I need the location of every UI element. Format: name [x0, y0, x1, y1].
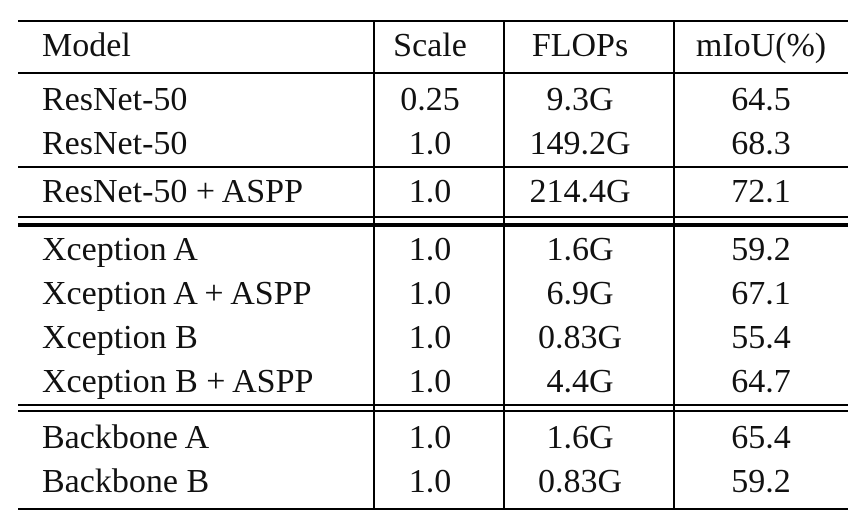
group-rule [18, 216, 848, 218]
top-rule [18, 20, 848, 22]
column-separator [503, 20, 505, 510]
cell-model: Xception B [42, 319, 198, 356]
section-rule [18, 166, 848, 168]
cell-flops: 0.83G [537, 463, 623, 500]
header-flops: FLOPs [531, 27, 629, 64]
cell-model: Xception B + ASPP [42, 363, 314, 400]
cell-miou: 64.5 [731, 81, 791, 118]
cell-model: Backbone A [42, 419, 210, 456]
column-separator [373, 20, 375, 510]
cell-scale: 1.0 [408, 419, 452, 456]
column-separator [673, 20, 675, 510]
cell-scale: 1.0 [408, 319, 452, 356]
cell-flops: 0.83G [537, 319, 623, 356]
cell-scale: 1.0 [408, 363, 452, 400]
cell-flops: 214.4G [529, 173, 631, 210]
cell-scale: 1.0 [408, 275, 452, 312]
cell-miou: 67.1 [731, 275, 791, 312]
group-rule [18, 410, 848, 412]
cell-scale: 1.0 [408, 463, 452, 500]
cell-miou: 72.1 [731, 173, 791, 210]
cell-flops: 9.3G [546, 81, 614, 118]
cell-miou: 55.4 [731, 319, 791, 356]
header-scale: Scale [393, 27, 467, 64]
cell-model: ResNet-50 + ASPP [42, 173, 303, 210]
cell-miou: 65.4 [731, 419, 791, 456]
cell-model: Xception A + ASPP [42, 275, 312, 312]
cell-flops: 6.9G [546, 275, 614, 312]
cell-miou: 59.2 [731, 463, 791, 500]
cell-scale: 1.0 [408, 173, 452, 210]
header-model: Model [42, 27, 131, 64]
cell-model: Xception A [42, 231, 198, 268]
results-table: Model Scale FLOPs mIoU(%) ResNet-50 0.25… [18, 0, 848, 528]
cell-flops: 149.2G [529, 125, 631, 162]
group-rule [18, 223, 848, 227]
cell-scale: 1.0 [408, 231, 452, 268]
cell-model: ResNet-50 [42, 81, 188, 118]
cell-miou: 68.3 [731, 125, 791, 162]
bottom-rule [18, 508, 848, 510]
cell-flops: 1.6G [546, 231, 614, 268]
header-rule [18, 72, 848, 74]
cell-flops: 4.4G [546, 363, 614, 400]
cell-scale: 0.25 [400, 81, 460, 118]
cell-model: Backbone B [42, 463, 210, 500]
cell-miou: 59.2 [731, 231, 791, 268]
cell-model: ResNet-50 [42, 125, 188, 162]
cell-flops: 1.6G [546, 419, 614, 456]
cell-scale: 1.0 [408, 125, 452, 162]
cell-miou: 64.7 [731, 363, 791, 400]
header-miou: mIoU(%) [695, 27, 827, 64]
group-rule [18, 404, 848, 406]
